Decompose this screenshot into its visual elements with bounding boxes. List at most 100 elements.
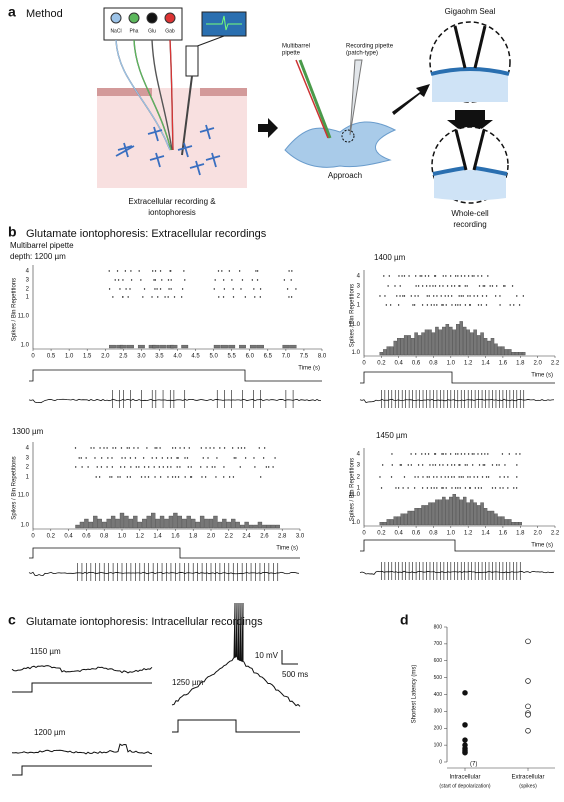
barrel-label: Gab	[165, 28, 175, 34]
raster-dot	[143, 466, 146, 468]
x-axis-label: Time (s)	[276, 546, 298, 552]
raster-dot	[106, 447, 108, 449]
raster-dot	[427, 453, 430, 455]
raster-dot	[438, 464, 441, 466]
x-tick-label: 0.2	[377, 361, 386, 367]
histogram-bar	[257, 344, 264, 349]
y-tick-label: 0	[439, 759, 442, 765]
raster-dot	[96, 466, 98, 468]
recording-pipette	[181, 75, 193, 156]
raster-dot	[295, 288, 297, 290]
raster-dot	[407, 464, 409, 466]
y-tick-label: 1.0	[21, 523, 30, 529]
category-note: (start of depolarization)	[439, 783, 490, 789]
histogram-bar	[421, 332, 425, 356]
raster-dot	[108, 288, 111, 290]
raster-dot	[201, 476, 203, 478]
raster-dot	[166, 466, 169, 468]
raster-dot	[511, 285, 514, 287]
raster-dot	[487, 453, 489, 455]
raster-dot	[400, 464, 403, 466]
raster-dot	[174, 476, 177, 478]
raster-dot	[426, 304, 429, 306]
raster-dot	[466, 464, 468, 466]
raster-dot	[111, 466, 114, 468]
histogram-bar	[181, 344, 189, 349]
histogram-bar	[106, 518, 111, 529]
raster-dot	[274, 457, 276, 459]
histogram-bar	[248, 524, 254, 529]
raster-dot	[119, 288, 121, 290]
raster-dot	[283, 279, 286, 281]
raster-dot	[142, 296, 144, 298]
raster-dot	[90, 447, 92, 449]
raster-dot	[477, 304, 480, 306]
histogram-bar	[119, 344, 127, 349]
raster-dot	[467, 275, 470, 277]
x-tick-label: 1.4	[153, 534, 162, 540]
raster-dot	[155, 457, 158, 459]
pipette-walls	[454, 129, 486, 171]
x-tick-label: 0.8	[429, 531, 438, 537]
histogram-bar	[445, 499, 450, 526]
tissue-surface	[200, 88, 247, 96]
raster-dot	[122, 296, 124, 298]
histogram-bar	[459, 499, 463, 526]
raster-dot	[167, 279, 170, 281]
histogram-bar	[383, 522, 387, 526]
histogram-bar	[195, 521, 200, 529]
raster-dot	[432, 295, 435, 297]
tube	[115, 39, 171, 151]
histogram-bar	[226, 521, 231, 529]
caption: iontophoresis	[148, 208, 196, 217]
raster-dot	[240, 447, 243, 449]
histogram-bar	[490, 510, 495, 526]
monitor-trace	[206, 15, 242, 31]
raster-dot	[291, 270, 293, 272]
raster-dot	[388, 275, 390, 277]
category-label: Intracellular	[449, 775, 480, 781]
raster-dot	[432, 285, 434, 287]
raster-dot	[450, 285, 453, 287]
raster-dot	[484, 453, 486, 455]
barrel	[164, 12, 176, 24]
raster-dot	[218, 296, 220, 298]
neuron	[284, 121, 397, 168]
raster-dot	[447, 295, 450, 297]
raster-dot	[106, 466, 108, 468]
raster-dot	[401, 275, 403, 277]
x-tick-label: 3.0	[137, 354, 146, 360]
raster-dot	[477, 487, 480, 489]
raster-dot	[453, 476, 455, 478]
panel-letter: c	[8, 612, 16, 628]
row-label: 4	[357, 452, 361, 458]
raster-dot	[107, 457, 109, 459]
raster-dot	[424, 275, 427, 277]
raster-dot	[209, 447, 211, 449]
raster-dot	[187, 466, 190, 468]
raster-dot	[202, 457, 204, 459]
raster-dot	[258, 447, 260, 449]
raster-dot	[223, 466, 225, 468]
raster-dot	[421, 275, 423, 277]
x-tick-label: 0.5	[47, 354, 56, 360]
raster-dot	[135, 466, 138, 468]
raster-dot	[259, 476, 262, 478]
raster-dot	[167, 296, 169, 298]
x-tick-label: 1.8	[189, 534, 198, 540]
raster-dot	[519, 453, 521, 455]
voltage-trace	[11, 743, 153, 755]
raster-dot	[381, 464, 384, 466]
raster-dot	[467, 453, 470, 455]
raster-dot	[162, 466, 165, 468]
raster-dot	[233, 457, 235, 459]
raster-dot	[256, 270, 259, 272]
histogram-bar	[262, 524, 267, 529]
raster-dot	[176, 466, 178, 468]
raster-dot	[151, 296, 153, 298]
raster-dot	[509, 304, 511, 306]
x-tick-label: 0.4	[395, 531, 404, 537]
raster-dot	[422, 476, 424, 478]
histogram-bar	[515, 352, 519, 356]
raster-dot	[433, 304, 435, 306]
